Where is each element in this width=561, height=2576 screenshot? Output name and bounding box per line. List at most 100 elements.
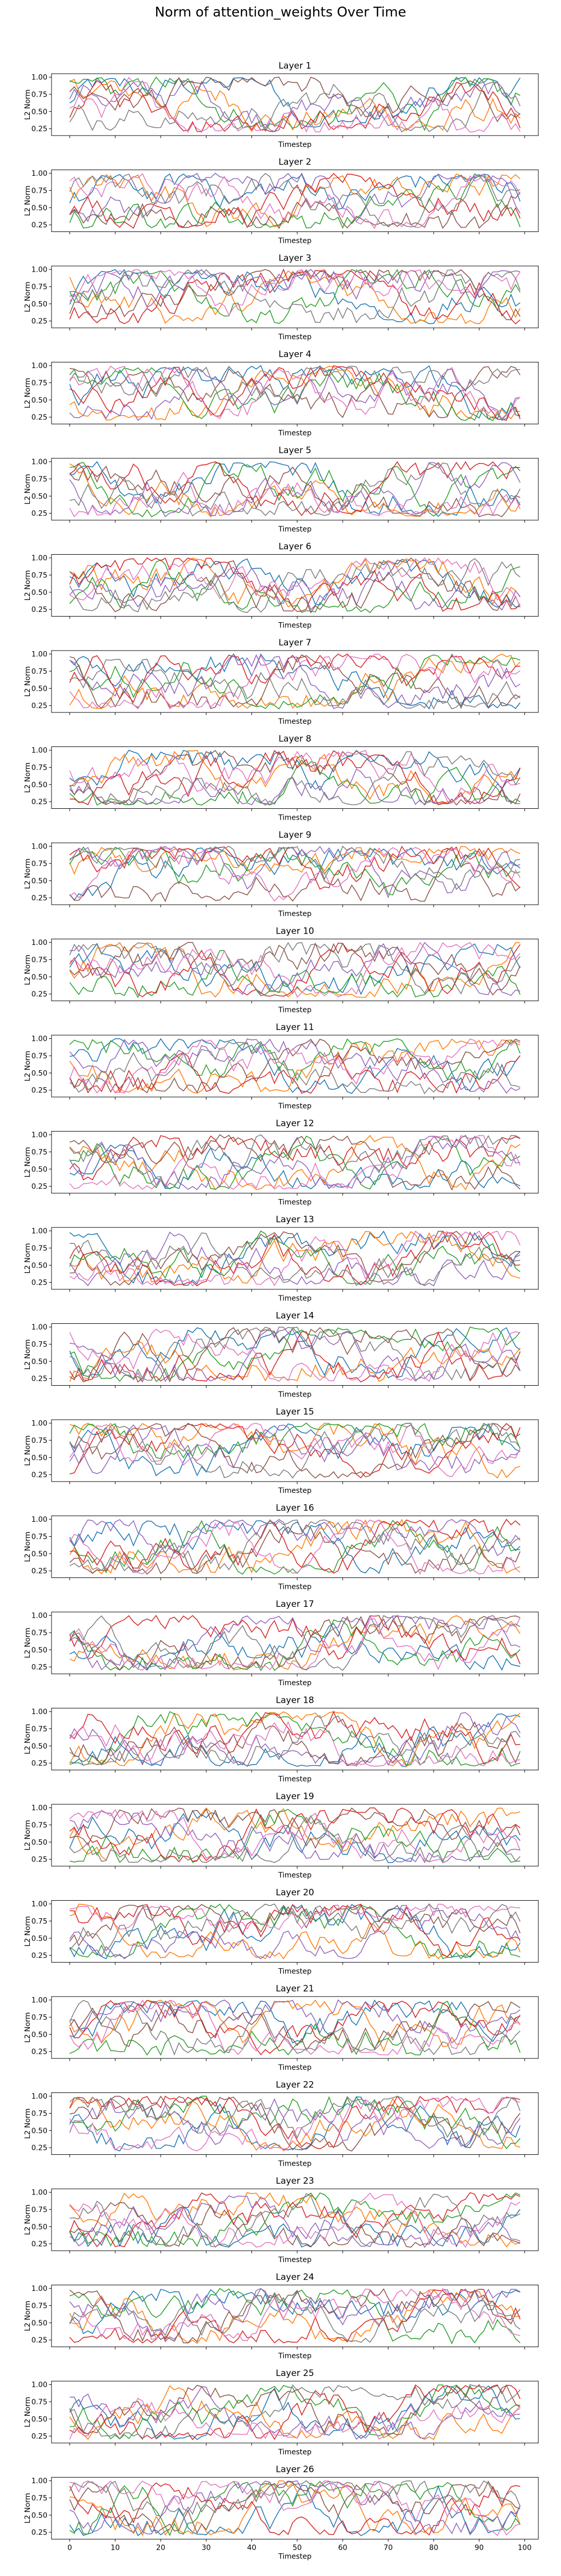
series-line [69, 173, 521, 227]
y-tick-label: 0.75 [31, 379, 47, 388]
series-line [69, 1038, 521, 1082]
y-tick-label: 0.75 [31, 2398, 47, 2406]
series-line [69, 172, 521, 223]
y-axis-label: L2 Norm [24, 1532, 32, 1562]
panel-title: Layer 26 [276, 2465, 314, 2475]
series-line [69, 2480, 521, 2535]
x-axis-label: Timestep [278, 910, 312, 918]
y-tick-label: 0.50 [31, 1454, 47, 1462]
series-line [70, 655, 521, 709]
panel: Layer 25 0.25 0.50 0.75 1.00 Timestep L2 Norm [24, 2368, 539, 2456]
plot-frame [51, 1708, 539, 1770]
series-line [69, 2289, 520, 2344]
y-tick-label: 0.50 [31, 396, 47, 405]
y-tick-label: 0.75 [31, 91, 47, 99]
series-line [69, 1519, 521, 1556]
y-tick-label: 0.25 [31, 1664, 47, 1672]
series-line [70, 1326, 521, 1383]
series-line [69, 1424, 521, 1474]
y-tick-label: 0.25 [31, 510, 47, 518]
y-tick-label: 0.75 [31, 2110, 47, 2118]
series-line [69, 173, 521, 229]
series-line [69, 2288, 521, 2344]
series-line [69, 1615, 521, 1671]
series-line [69, 846, 521, 901]
series-line [69, 846, 521, 903]
series-line [69, 2480, 521, 2517]
y-tick-label: 0.50 [31, 2512, 47, 2520]
y-tick-label: 0.50 [31, 877, 47, 885]
panel-title: Layer 8 [279, 734, 312, 744]
series-line [69, 1135, 520, 1181]
y-tick-label: 0.50 [31, 973, 47, 982]
y-tick-label: 1.00 [31, 1227, 47, 1236]
series-line [69, 173, 521, 229]
y-tick-label: 0.50 [31, 300, 47, 308]
y-tick-label: 0.50 [31, 2031, 47, 2039]
plot-frame [51, 2285, 539, 2347]
y-axis-label: L2 Norm [24, 1724, 32, 1754]
y-tick-label: 0.50 [31, 1550, 47, 1558]
series-line [69, 557, 521, 607]
panel-title: Layer 3 [279, 253, 312, 263]
y-tick-label: 0.25 [31, 1183, 47, 1191]
x-tick-label: 50 [293, 2544, 302, 2552]
y-axis-label: L2 Norm [24, 1916, 32, 1947]
y-tick-label: 0.75 [31, 1533, 47, 1541]
y-tick-label: 0.75 [31, 2302, 47, 2311]
panel-title: Layer 9 [279, 830, 312, 840]
y-tick-label: 0.50 [31, 2415, 47, 2423]
series-line [69, 2384, 521, 2440]
series-line [69, 1807, 521, 1863]
series-line [69, 365, 521, 420]
y-tick-label: 0.75 [31, 764, 47, 772]
x-axis-label: Timestep [278, 1775, 312, 1784]
series-line [69, 1615, 521, 1665]
series-line [69, 1715, 521, 1767]
plot-frame [51, 939, 539, 1001]
series-line [69, 1615, 520, 1671]
x-tick-label: 80 [429, 2544, 438, 2552]
y-tick-label: 0.25 [31, 702, 47, 710]
y-tick-label: 1.00 [31, 1035, 47, 1043]
y-tick-label: 1.00 [31, 651, 47, 659]
series-line [69, 846, 521, 902]
panel-title: Layer 10 [276, 926, 314, 937]
series-line [69, 557, 521, 614]
panel: Layer 6 0.25 0.50 0.75 1.00 Timestep L2 Norm [24, 542, 539, 630]
y-axis-label: L2 Norm [24, 186, 32, 216]
series-line [70, 1231, 520, 1286]
series-line [70, 1232, 520, 1286]
y-tick-label: 1.00 [31, 2189, 47, 2197]
y-tick-label: 0.25 [31, 2144, 47, 2152]
y-tick-label: 0.50 [31, 1069, 47, 1077]
series-line [69, 1135, 521, 1191]
series-line [70, 2480, 521, 2536]
series-line [70, 751, 521, 806]
series-line [70, 2480, 520, 2536]
y-tick-label: 1.00 [31, 554, 47, 562]
x-axis-label: Timestep [278, 2160, 312, 2168]
series-line [69, 942, 521, 995]
panel-title: Layer 11 [276, 1022, 314, 1033]
series-line [69, 2095, 520, 2150]
series-line [69, 1230, 521, 1287]
y-tick-label: 0.75 [31, 1149, 47, 1157]
y-tick-label: 0.75 [31, 956, 47, 965]
series-line [69, 1326, 521, 1381]
panel: Layer 19 0.25 0.50 0.75 1.00 Timestep L2 Norm [24, 1791, 539, 1880]
plot-frame [51, 1323, 539, 1386]
y-axis-label: L2 Norm [24, 89, 32, 120]
panel: Layer 3 0.25 0.50 0.75 1.00 Timestep L2 Norm [24, 253, 539, 341]
x-tick-label: 10 [111, 2544, 120, 2552]
plot-frame [51, 842, 539, 905]
panel: Layer 5 0.25 0.50 0.75 1.00 Timestep L2 Norm [24, 445, 539, 534]
series-line [69, 558, 521, 613]
plot-frame [51, 458, 539, 521]
panel: Layer 14 0.25 0.50 0.75 1.00 Timestep L2 Norm [24, 1311, 539, 1399]
panel-title: Layer 21 [276, 1984, 314, 1994]
series-line [69, 191, 521, 229]
y-tick-label: 0.75 [31, 572, 47, 580]
y-tick-label: 0.25 [31, 990, 47, 999]
y-axis-label: L2 Norm [24, 666, 32, 696]
